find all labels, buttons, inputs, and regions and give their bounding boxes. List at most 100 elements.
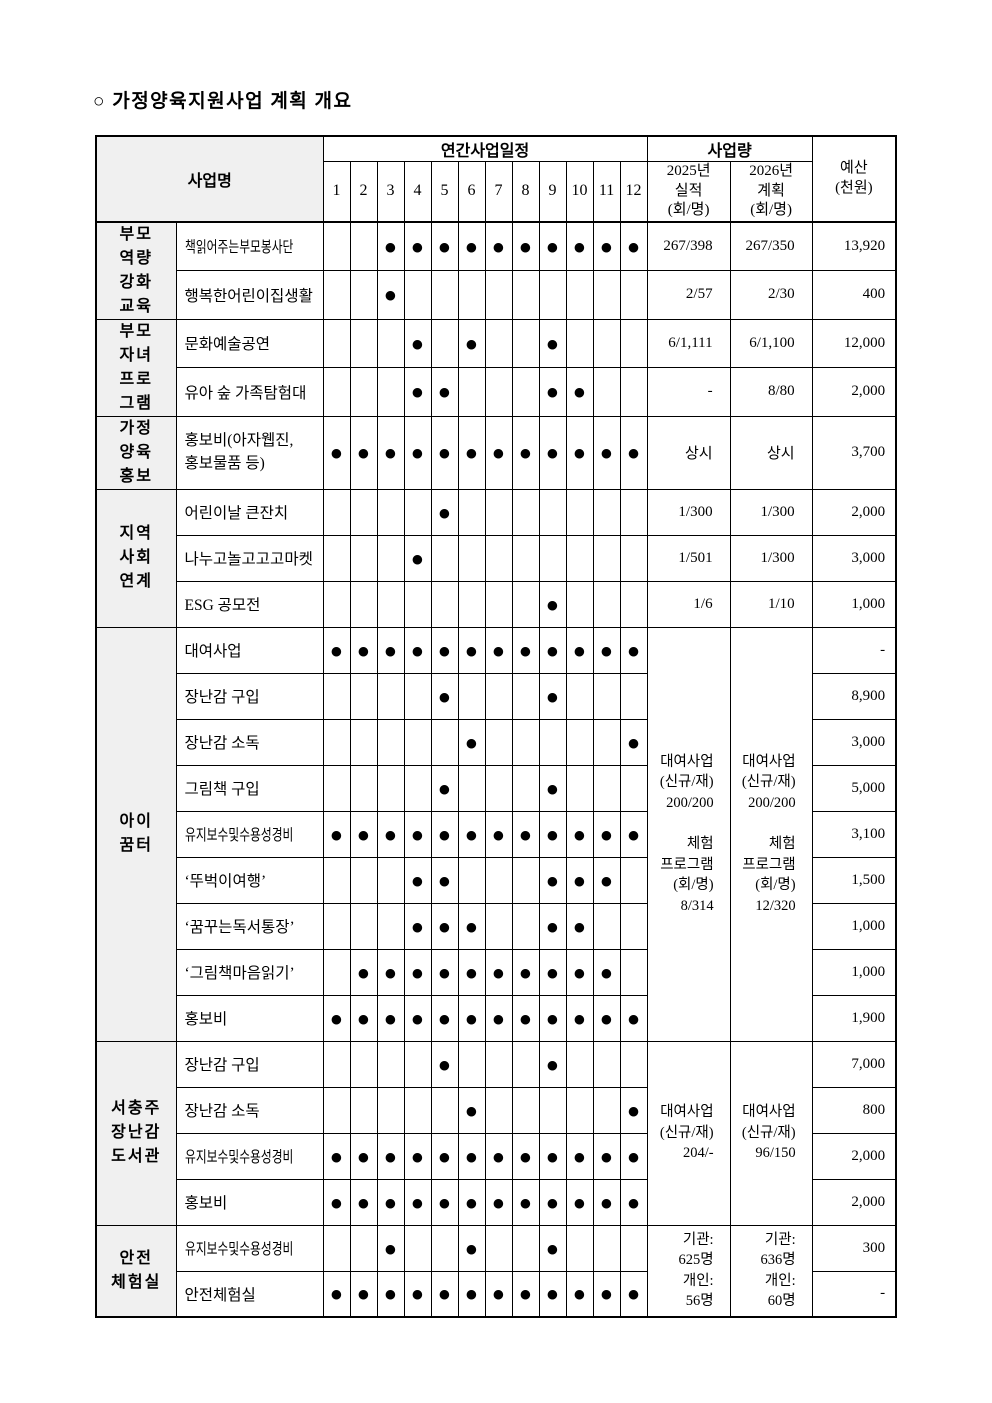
project-name-cell: 유지보수및수용성경비	[175, 1132, 324, 1180]
schedule-dot: ●	[385, 964, 396, 980]
value-2026-cell: 1/300	[729, 534, 813, 582]
table-row: 안전 체험실 유지보수및수용성경비 ● ● ● 기관: 625명 개인: 56명 기관: 6…	[95, 1224, 897, 1318]
month-cell-5: ●	[430, 856, 459, 904]
month-cell-4	[403, 718, 432, 766]
value-2025-cell: 상시	[646, 415, 731, 490]
month-cell-10	[565, 534, 594, 582]
month-cell-6: ●	[457, 902, 486, 950]
header-month-6: 6	[457, 161, 486, 223]
value-2026-cell: 8/80	[729, 367, 813, 417]
month-cell-2: ●	[349, 994, 378, 1042]
project-name-cell: 홍보비(아자웹진, 홍보물품 등)	[175, 415, 324, 490]
schedule-dot: ●	[520, 445, 531, 460]
project-name-cell: 장난감 소독	[175, 718, 324, 766]
month-cell-1: ●	[322, 1270, 351, 1318]
month-cell-2	[349, 764, 378, 812]
month-cell-3: ●	[376, 221, 405, 271]
schedule-dot: ●	[520, 964, 531, 980]
schedule-dot: ●	[466, 918, 477, 934]
schedule-dot: ●	[385, 238, 396, 254]
month-cell-2: ●	[349, 810, 378, 858]
schedule-dot: ●	[628, 1010, 640, 1026]
schedule-dot: ●	[547, 872, 558, 888]
month-cell-12	[619, 856, 648, 904]
table-row: 아이 꿈터 대여사업 ● ● ● ● ● ● ● ● ● ● ● ● 대여사업 (신규/재) 200/200…	[95, 626, 897, 1042]
month-cell-10	[565, 764, 594, 812]
schedule-dot: ●	[412, 826, 423, 842]
month-cell-10	[565, 488, 594, 536]
month-cell-5: ●	[430, 488, 459, 536]
header-month-5: 5	[430, 161, 459, 223]
schedule-dot: ●	[547, 918, 558, 934]
schedule-dot: ●	[493, 642, 504, 658]
budget-cell: 2,000	[811, 367, 897, 417]
project-name-cell: ‘뚜벅이여행’	[175, 856, 324, 904]
month-cell-8	[511, 856, 540, 904]
value-2026-cell: 1/10	[729, 580, 813, 628]
group-label-1: 부모 역량 강화 교육	[95, 221, 177, 320]
month-cell-9	[538, 1086, 567, 1134]
month-cell-6: ●	[457, 1224, 486, 1272]
month-cell-3: ●	[376, 948, 405, 996]
schedule-dot: ●	[520, 1286, 531, 1302]
month-cell-11	[592, 534, 621, 582]
month-cell-10: ●	[565, 902, 594, 950]
month-cell-4: ●	[403, 1178, 432, 1226]
month-cell-6	[457, 764, 486, 812]
group-label-4: 지역 사회 연계	[95, 488, 177, 628]
page-title: ○ 가정양육지원사업 계획 개요	[93, 91, 353, 112]
month-cell-9: ●	[538, 1178, 567, 1226]
schedule-dot: ●	[601, 238, 612, 254]
month-cell-12: ●	[619, 221, 648, 271]
month-cell-1	[322, 1040, 351, 1088]
value-2025-merged-cell: 대여사업 (신규/재) 200/200 체험 프로그램 (회/명) 8/314	[646, 626, 731, 1042]
schedule-dot: ●	[385, 1286, 396, 1302]
month-cell-12	[619, 488, 648, 536]
group-label-5: 아이 꿈터	[95, 626, 177, 1042]
month-cell-11	[592, 488, 621, 536]
schedule-dot: ●	[574, 238, 585, 254]
schedule-dot: ●	[547, 642, 558, 658]
month-cell-1	[322, 269, 351, 320]
month-cell-2	[349, 221, 378, 271]
budget-cell: 3,000	[811, 534, 897, 582]
project-name-label: 유지보수및수용성경비	[184, 1149, 293, 1166]
month-cell-9: ●	[538, 1040, 567, 1088]
budget-cell: 800	[811, 1086, 897, 1134]
month-cell-10: ●	[565, 415, 594, 490]
schedule-dot: ●	[358, 964, 369, 980]
month-cell-9: ●	[538, 1224, 567, 1272]
month-cell-10	[565, 672, 594, 720]
month-cell-1	[322, 1224, 351, 1272]
month-cell-2	[349, 902, 378, 950]
month-cell-12	[619, 948, 648, 996]
month-cell-9: ●	[538, 221, 567, 271]
schedule-dot: ●	[412, 1286, 423, 1302]
month-cell-5: ●	[430, 764, 459, 812]
month-cell-10: ●	[565, 1270, 594, 1318]
project-name-label: 유아 숲 가족탐험대	[184, 384, 307, 402]
value-2026-cell: 267/350	[729, 221, 813, 271]
header-month-9: 9	[538, 161, 567, 223]
budget-cell: 12,000	[811, 318, 897, 368]
month-cell-2: ●	[349, 415, 378, 490]
schedule-dot: ●	[574, 642, 585, 658]
schedule-dot: ●	[439, 1056, 450, 1072]
month-cell-7	[484, 856, 513, 904]
schedule-dot: ●	[520, 642, 531, 658]
month-cell-7	[484, 534, 513, 582]
budget-cell: 8,900	[811, 672, 897, 720]
month-cell-11: ●	[592, 1178, 621, 1226]
month-cell-2	[349, 318, 378, 368]
month-cell-5: ●	[430, 948, 459, 996]
schedule-dot: ●	[412, 384, 423, 400]
month-cell-9: ●	[538, 810, 567, 858]
schedule-dot: ●	[520, 238, 531, 254]
month-cell-3: ●	[376, 1270, 405, 1318]
table-row: 장난감 소독 ● ● 800	[96, 1086, 897, 1134]
schedule-dot: ●	[547, 335, 558, 351]
month-cell-8	[511, 580, 540, 628]
month-cell-5	[430, 718, 459, 766]
schedule-dot: ●	[358, 1194, 369, 1210]
schedule-dot: ●	[574, 445, 585, 460]
